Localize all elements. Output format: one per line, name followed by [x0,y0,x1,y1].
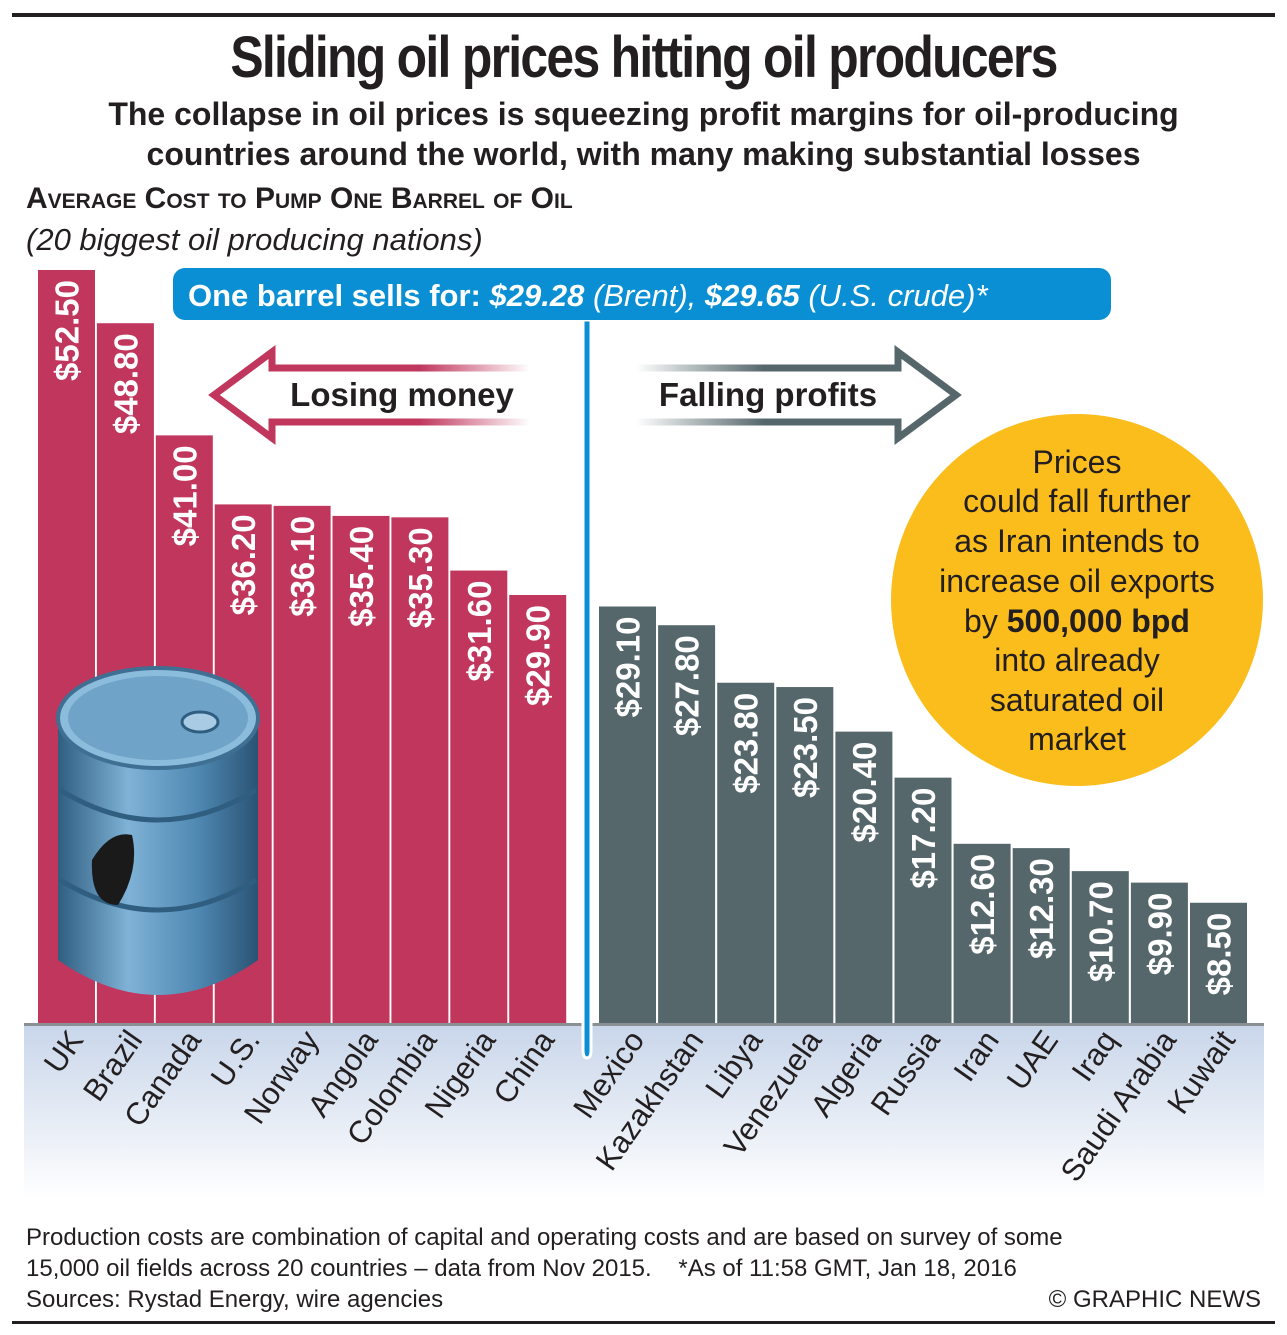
value-label: $52.50 [49,280,86,381]
callout-line: Prices [1033,444,1122,480]
falling-profits-label: Falling profits [659,376,877,413]
bar-nigeria [450,570,508,1025]
value-label: $9.90 [1141,893,1178,976]
bar-russia [894,777,952,1025]
value-label: $12.60 [964,854,1001,955]
value-label: $20.40 [846,742,883,843]
bar-angola [332,515,390,1025]
sources: Sources: Rystad Energy, wire agencies [26,1286,444,1313]
price-banner [173,268,1111,1060]
bar-venezuela [776,687,834,1025]
callout-text: Prices could fall further as Iran intend… [939,444,1215,757]
subtitle-line-2: countries around the world, with many ma… [146,136,1141,172]
value-label: $48.80 [107,333,144,434]
falling-profits-arrow [636,345,962,445]
brent-label: (Brent), [584,278,705,313]
oil-drop-icon [91,834,135,905]
bar-mexico [599,606,656,1025]
bar-norway [273,505,331,1025]
footnote-line-1: Production costs are combination of capi… [26,1224,1063,1251]
callout-line: by 500,000 bpd [964,603,1190,639]
chart-title: Average Cost to Pump One Barrel of Oil [26,182,573,215]
value-label: $41.00 [166,445,203,546]
baseline [24,1023,1264,1026]
callout-circle [891,414,1263,786]
value-label: $29.10 [610,617,647,718]
bar-kuwait [1190,902,1247,1025]
value-label: $31.60 [461,581,498,682]
value-label: $27.80 [669,635,706,736]
value-label: $29.90 [520,605,557,706]
value-label: $23.80 [728,693,765,794]
banner-prefix: One barrel sells for: [188,278,490,313]
callout-line: market [1028,721,1126,757]
us-crude-price: $29.65 [704,278,801,313]
bar-algeria [835,731,893,1025]
value-label: $10.70 [1082,881,1119,982]
callout-line: into already [994,642,1159,678]
bar-colombia [391,517,449,1025]
callout-by: by [964,603,1007,639]
value-label: $8.50 [1201,913,1238,996]
brent-price: $29.28 [489,278,586,313]
value-label: $17.20 [905,788,942,889]
bottom-rule [12,1321,1275,1324]
bar-iraq [1071,871,1129,1025]
us-crude-label: (U.S. crude)* [800,278,989,313]
bar-kazakhstan [658,625,716,1025]
callout-line: increase oil exports [939,563,1215,599]
losing-money-label: Losing money [290,376,514,413]
bar-uae [1012,848,1070,1025]
footnote-line-2: 15,000 oil fields across 20 countries – … [26,1255,1017,1282]
bar-libya [717,682,775,1025]
top-rule [12,13,1275,17]
page-title: Sliding oil prices hitting oil producers [230,25,1058,90]
value-label: $36.20 [225,514,262,615]
bar-saudi-arabia [1130,882,1188,1025]
credit: © GRAPHIC NEWS [1048,1286,1261,1313]
callout-line: could fall further [963,483,1191,519]
value-label: $35.30 [402,527,439,628]
value-label: $35.40 [343,526,380,627]
banner-text: One barrel sells for: $29.28 (Brent), $2… [188,278,988,313]
subtitle-line-1: The collapse in oil prices is squeezing … [108,96,1179,132]
value-label: $23.50 [787,697,824,798]
losing-money-arrow [208,345,530,445]
value-label: $36.10 [284,516,321,617]
value-label: $12.30 [1023,858,1060,959]
oil-barrel-icon [56,666,260,995]
chart-subtitle: (20 biggest oil producing nations) [26,222,483,257]
callout-line: as Iran intends to [954,523,1199,559]
bar-iran [953,843,1011,1025]
callout-line: saturated oil [990,682,1164,718]
bar-china [509,595,567,1025]
callout-bold: 500,000 bpd [1007,603,1190,639]
axis-band [24,1025,1264,1200]
